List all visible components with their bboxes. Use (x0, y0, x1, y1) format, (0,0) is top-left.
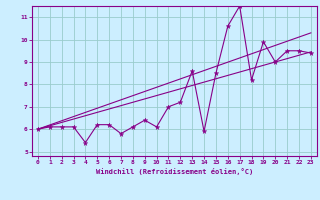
X-axis label: Windchill (Refroidissement éolien,°C): Windchill (Refroidissement éolien,°C) (96, 168, 253, 175)
